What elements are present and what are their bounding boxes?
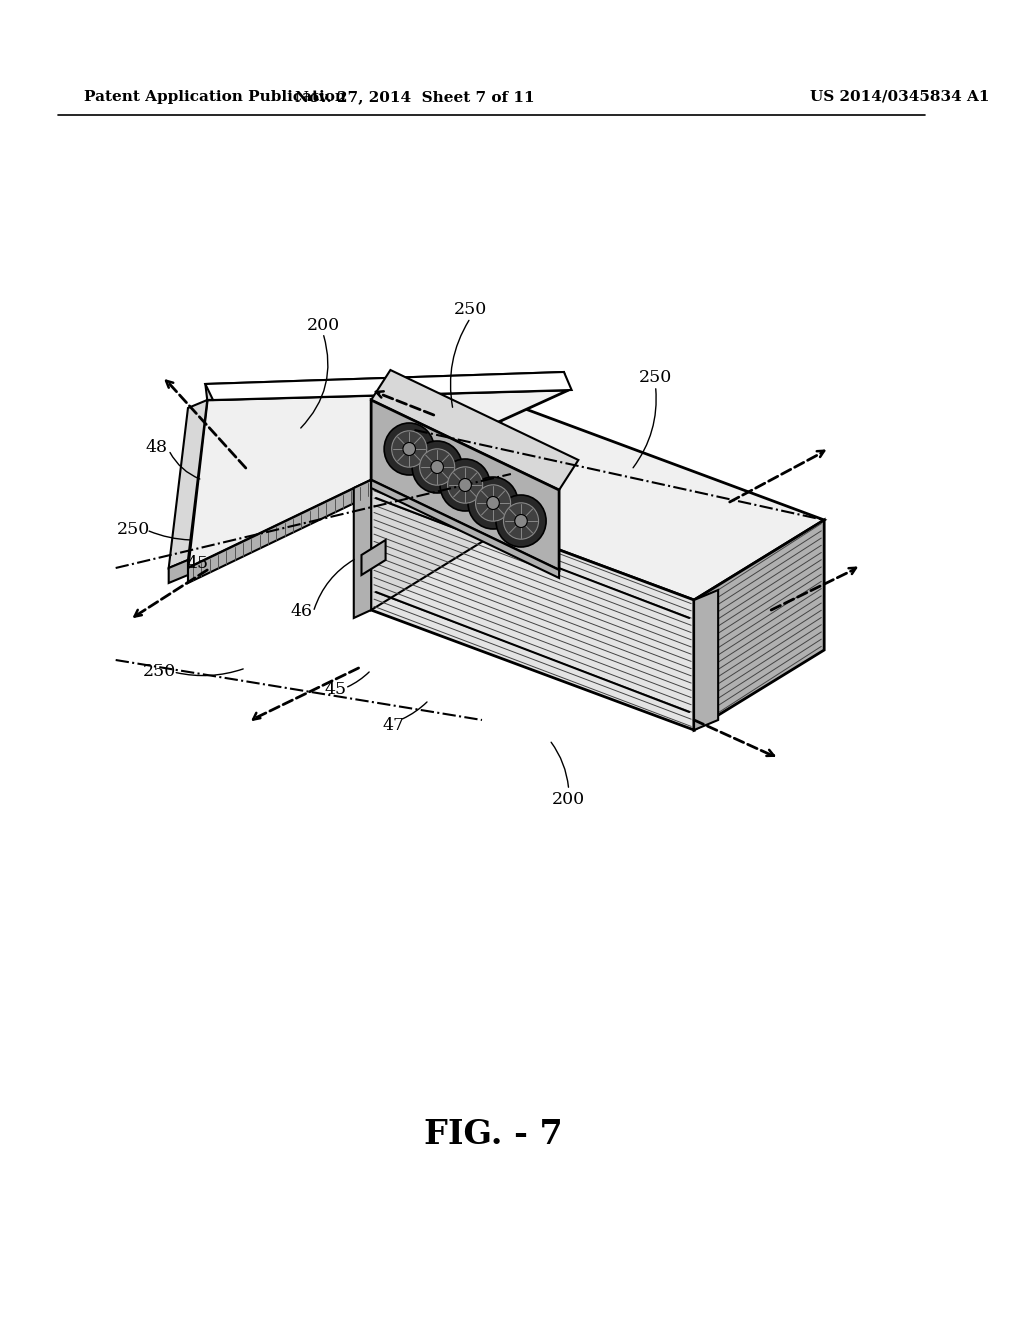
Polygon shape bbox=[371, 480, 559, 578]
Text: 250: 250 bbox=[639, 370, 672, 387]
Circle shape bbox=[486, 496, 500, 510]
Polygon shape bbox=[169, 400, 207, 568]
Polygon shape bbox=[353, 480, 371, 618]
Polygon shape bbox=[361, 540, 386, 576]
Text: 200: 200 bbox=[552, 792, 586, 808]
Text: 200: 200 bbox=[306, 317, 340, 334]
Text: 250: 250 bbox=[117, 521, 150, 539]
Text: Nov. 27, 2014  Sheet 7 of 11: Nov. 27, 2014 Sheet 7 of 11 bbox=[295, 90, 535, 104]
Circle shape bbox=[515, 515, 527, 528]
Text: 48: 48 bbox=[145, 440, 167, 457]
Polygon shape bbox=[169, 560, 188, 583]
Polygon shape bbox=[188, 480, 371, 583]
FancyArrowPatch shape bbox=[301, 335, 328, 428]
Text: 250: 250 bbox=[454, 301, 487, 318]
Circle shape bbox=[402, 442, 416, 455]
FancyArrowPatch shape bbox=[551, 742, 568, 787]
Polygon shape bbox=[188, 389, 568, 568]
Circle shape bbox=[504, 503, 539, 539]
FancyArrowPatch shape bbox=[451, 321, 469, 408]
Circle shape bbox=[420, 449, 455, 486]
Text: 250: 250 bbox=[142, 664, 176, 681]
Text: 46: 46 bbox=[291, 603, 312, 620]
Polygon shape bbox=[371, 400, 824, 601]
Circle shape bbox=[496, 495, 546, 546]
Circle shape bbox=[447, 467, 482, 503]
Text: 45: 45 bbox=[186, 554, 209, 572]
Polygon shape bbox=[206, 372, 571, 400]
Circle shape bbox=[459, 479, 471, 491]
Circle shape bbox=[412, 441, 462, 492]
Circle shape bbox=[391, 430, 427, 467]
FancyArrowPatch shape bbox=[402, 702, 427, 719]
Text: FIG. - 7: FIG. - 7 bbox=[424, 1118, 563, 1151]
Polygon shape bbox=[371, 400, 559, 570]
Polygon shape bbox=[694, 520, 824, 730]
Circle shape bbox=[384, 422, 434, 475]
Text: Patent Application Publication: Patent Application Publication bbox=[84, 90, 346, 104]
FancyArrowPatch shape bbox=[314, 560, 354, 610]
FancyArrowPatch shape bbox=[176, 669, 243, 676]
Polygon shape bbox=[371, 400, 502, 610]
Circle shape bbox=[431, 461, 443, 474]
Circle shape bbox=[468, 477, 518, 529]
FancyArrowPatch shape bbox=[633, 389, 656, 467]
Polygon shape bbox=[206, 372, 568, 400]
Circle shape bbox=[440, 459, 490, 511]
Text: US 2014/0345834 A1: US 2014/0345834 A1 bbox=[810, 90, 989, 104]
Text: 47: 47 bbox=[382, 717, 404, 734]
FancyArrowPatch shape bbox=[170, 453, 200, 479]
Polygon shape bbox=[371, 480, 694, 730]
Text: 45: 45 bbox=[325, 681, 346, 698]
FancyArrowPatch shape bbox=[347, 672, 370, 686]
Polygon shape bbox=[371, 370, 579, 490]
Polygon shape bbox=[694, 590, 718, 730]
Circle shape bbox=[475, 484, 511, 521]
FancyArrowPatch shape bbox=[150, 531, 190, 540]
